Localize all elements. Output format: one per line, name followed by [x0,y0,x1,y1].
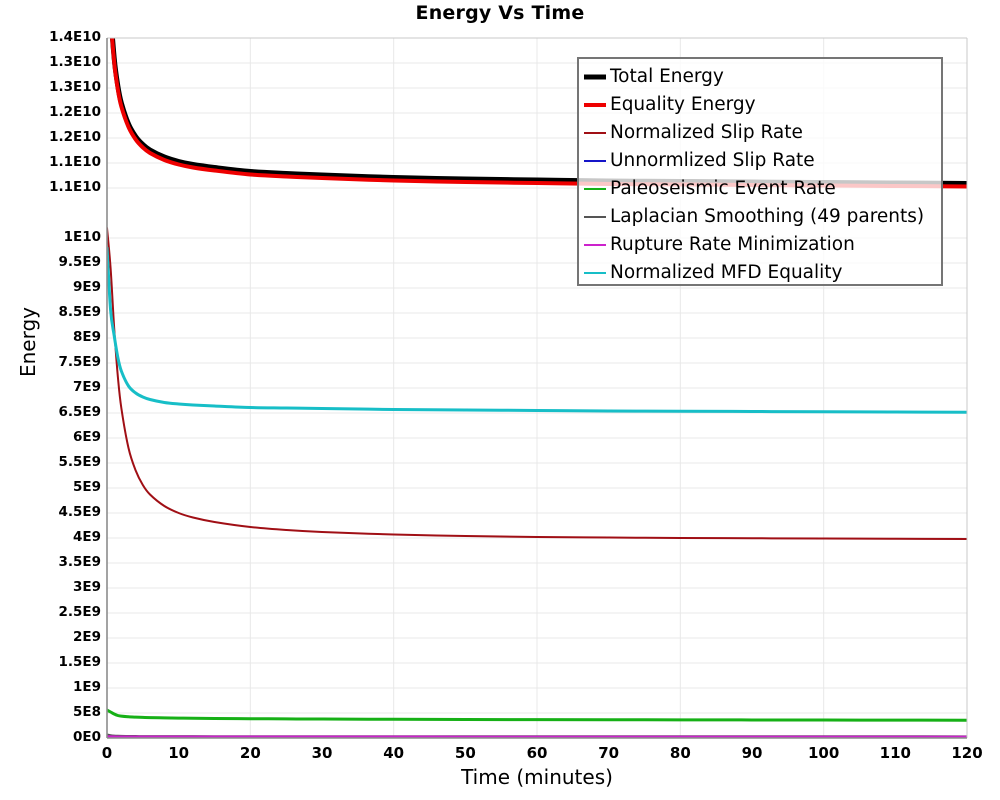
x-axis-tick: 90 [741,744,763,762]
y-axis-tick: 6.5E9 [58,404,101,420]
y-axis-tick: 4E9 [72,529,101,545]
y-axis-tick: 1.3E10 [49,54,101,70]
y-axis-tick: 1.1E10 [49,179,101,195]
y-axis-tick: 8E9 [72,329,101,345]
y-axis-tick: 9.5E9 [58,254,101,270]
y-axis-tick-labels: 1.4E10 1.3E10 1.3E10 1.2E10 1.2E10 1.1E10 1.1E… [0,0,101,800]
x-axis-tick: 80 [669,744,691,762]
y-axis-tick: 9E9 [72,279,101,295]
legend-item[interactable]: Paleoseismic Event Rate [579,175,941,203]
x-axis-tick: 20 [239,744,261,762]
legend-item-label: Total Energy [610,65,724,87]
legend-color-swatch-icon [584,266,606,280]
y-axis-tick: 1.2E10 [49,129,101,145]
legend-item[interactable]: Equality Energy [579,91,941,119]
legend-item[interactable]: Unnormlized Slip Rate [579,147,941,175]
legend-item[interactable]: Rupture Rate Minimization [579,231,941,259]
x-axis-tick: 60 [526,744,548,762]
y-axis-tick: 1.5E9 [58,654,101,670]
legend-item[interactable]: Normalized MFD Equality [579,259,941,287]
legend-item-label: Rupture Rate Minimization [610,233,855,255]
x-axis-tick: 40 [383,744,405,762]
legend-item-label: Laplacian Smoothing (49 parents) [610,205,925,227]
y-axis-tick: 1.4E10 [49,29,101,45]
y-axis-tick: 1E10 [63,229,101,245]
chart-legend: Total Energy Equality Energy Normalized Sl… [577,57,943,286]
legend-color-swatch-icon [584,182,606,196]
y-axis-tick: 2E9 [72,629,101,645]
legend-item-label: Unnormlized Slip Rate [610,149,815,171]
y-axis-tick: 4.5E9 [58,504,101,520]
legend-color-swatch-icon [584,210,606,224]
x-axis-tick: 0 [101,744,113,762]
legend-item[interactable]: Laplacian Smoothing (49 parents) [579,203,941,231]
y-axis-tick: 1E9 [72,679,101,695]
legend-item-label: Normalized Slip Rate [610,121,803,143]
legend-color-swatch-icon [584,70,606,84]
legend-item[interactable]: Total Energy [579,63,941,91]
legend-item-label: Equality Energy [610,93,756,115]
y-axis-tick: 5E8 [72,704,101,720]
legend-color-swatch-icon [584,154,606,168]
y-axis-tick: 3.5E9 [58,554,101,570]
y-axis-tick: 5E9 [72,479,101,495]
legend-color-swatch-icon [584,238,606,252]
x-axis-tick: 120 [951,744,983,762]
y-axis-tick: 2.5E9 [58,604,101,620]
legend-item[interactable]: Normalized Slip Rate [579,119,941,147]
legend-item-label: Normalized MFD Equality [610,261,843,283]
legend-item-label: Paleoseismic Event Rate [610,177,836,199]
y-axis-tick: 1.3E10 [49,79,101,95]
y-axis-tick: 3E9 [72,579,101,595]
x-axis-tick: 110 [879,744,911,762]
y-axis-tick: 5.5E9 [58,454,101,470]
legend-color-swatch-icon [584,98,606,112]
y-axis-tick: 1.1E10 [49,154,101,170]
y-axis-tick: 0E0 [72,729,101,745]
x-axis-tick: 10 [168,744,190,762]
y-axis-tick: 8.5E9 [58,304,101,320]
legend-color-swatch-icon [584,126,606,140]
x-axis-tick: 30 [311,744,333,762]
y-axis-tick: 6E9 [72,429,101,445]
x-axis-tick: 70 [598,744,620,762]
y-axis-tick: 7.5E9 [58,354,101,370]
chart-title: Energy Vs Time [415,2,585,24]
y-axis-tick: 7E9 [72,379,101,395]
x-axis-tick: 50 [454,744,476,762]
y-axis-tick: 1.2E10 [49,104,101,120]
x-axis-label: Time (minutes) [461,765,613,789]
x-axis-tick: 100 [808,744,840,762]
y-axis-label: Energy [16,306,40,378]
